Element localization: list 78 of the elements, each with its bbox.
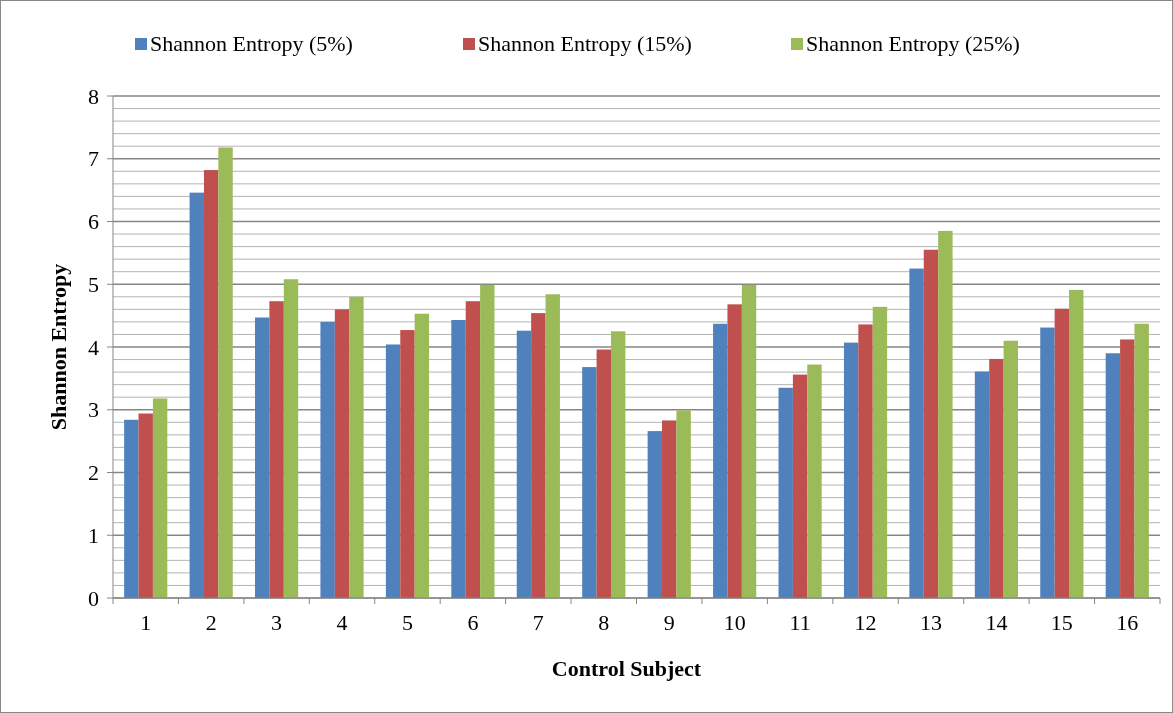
- bar: [989, 358, 1004, 598]
- x-tick-label: 16: [1116, 610, 1139, 635]
- legend-label: Shannon Entropy (5%): [150, 31, 353, 56]
- bar: [203, 170, 219, 598]
- bar: [843, 342, 859, 598]
- bar: [1069, 289, 1084, 598]
- bar: [283, 279, 299, 598]
- bar: [124, 419, 139, 598]
- y-tick-label: 3: [88, 397, 99, 423]
- y-axis-title: Shannon Entropy: [46, 263, 71, 431]
- bar: [662, 420, 677, 598]
- y-tick-label: 6: [88, 209, 99, 235]
- bar: [647, 431, 663, 598]
- x-tick-label: 13: [919, 610, 942, 635]
- bar: [938, 230, 953, 598]
- y-tick-label: 4: [88, 334, 99, 360]
- bar: [923, 249, 939, 598]
- bar: [334, 309, 350, 598]
- bar: [909, 268, 924, 598]
- legend-label: Shannon Entropy (15%): [478, 31, 692, 56]
- y-tick-label: 5: [88, 271, 99, 297]
- bar: [189, 192, 204, 598]
- bar: [1003, 340, 1018, 598]
- bar: [385, 344, 401, 598]
- bar: [596, 349, 611, 598]
- x-tick-label: 8: [598, 610, 610, 635]
- bar: [152, 398, 168, 598]
- bar: [1120, 339, 1135, 598]
- bar: [792, 374, 808, 598]
- bar: [610, 331, 626, 598]
- bar: [1054, 308, 1070, 598]
- bar: [676, 410, 691, 598]
- bar: [713, 323, 728, 598]
- x-tick-label: 1: [140, 610, 152, 635]
- bar: [400, 330, 415, 598]
- bar: [727, 304, 742, 598]
- bar: [741, 284, 757, 598]
- x-tick-label: 9: [663, 610, 675, 635]
- x-tick-label: 5: [401, 610, 413, 635]
- y-tick-label: 0: [88, 585, 99, 611]
- x-tick-label: 14: [985, 610, 1008, 635]
- bar: [320, 321, 335, 598]
- x-tick-label: 11: [789, 610, 811, 635]
- bar: [858, 324, 873, 598]
- bar: [516, 330, 532, 598]
- y-tick-label: 2: [88, 460, 99, 486]
- x-tick-label: 10: [723, 610, 746, 635]
- bar: [545, 294, 560, 598]
- bar: [255, 317, 270, 598]
- bar: [451, 320, 466, 598]
- bar: [1040, 327, 1055, 598]
- bar: [807, 364, 822, 598]
- x-tick-label: 15: [1050, 610, 1073, 635]
- y-tick-label: 7: [88, 146, 99, 172]
- bar: [414, 313, 430, 598]
- x-tick-label: 2: [205, 610, 217, 635]
- x-tick-label: 4: [336, 610, 348, 635]
- y-tick-label: 1: [88, 522, 99, 548]
- x-tick-label: 7: [532, 610, 544, 635]
- bar: [974, 371, 990, 598]
- bar: [138, 413, 153, 598]
- bar: [1134, 323, 1149, 598]
- bar: [480, 284, 495, 598]
- x-axis-title: Control Subject: [551, 656, 702, 681]
- y-tick-label: 8: [88, 83, 99, 109]
- bar: [349, 296, 364, 598]
- x-tick-label: 3: [271, 610, 283, 635]
- bar: [269, 301, 284, 598]
- x-tick-label: 6: [467, 610, 479, 635]
- bar: [531, 313, 546, 598]
- bar: [465, 301, 481, 598]
- bar: [1105, 353, 1121, 598]
- bar: [872, 306, 888, 598]
- bar: [778, 387, 793, 598]
- x-tick-label: 12: [854, 610, 877, 635]
- bar: [582, 367, 597, 598]
- bar: [218, 147, 233, 598]
- legend-label: Shannon Entropy (25%): [806, 31, 1020, 56]
